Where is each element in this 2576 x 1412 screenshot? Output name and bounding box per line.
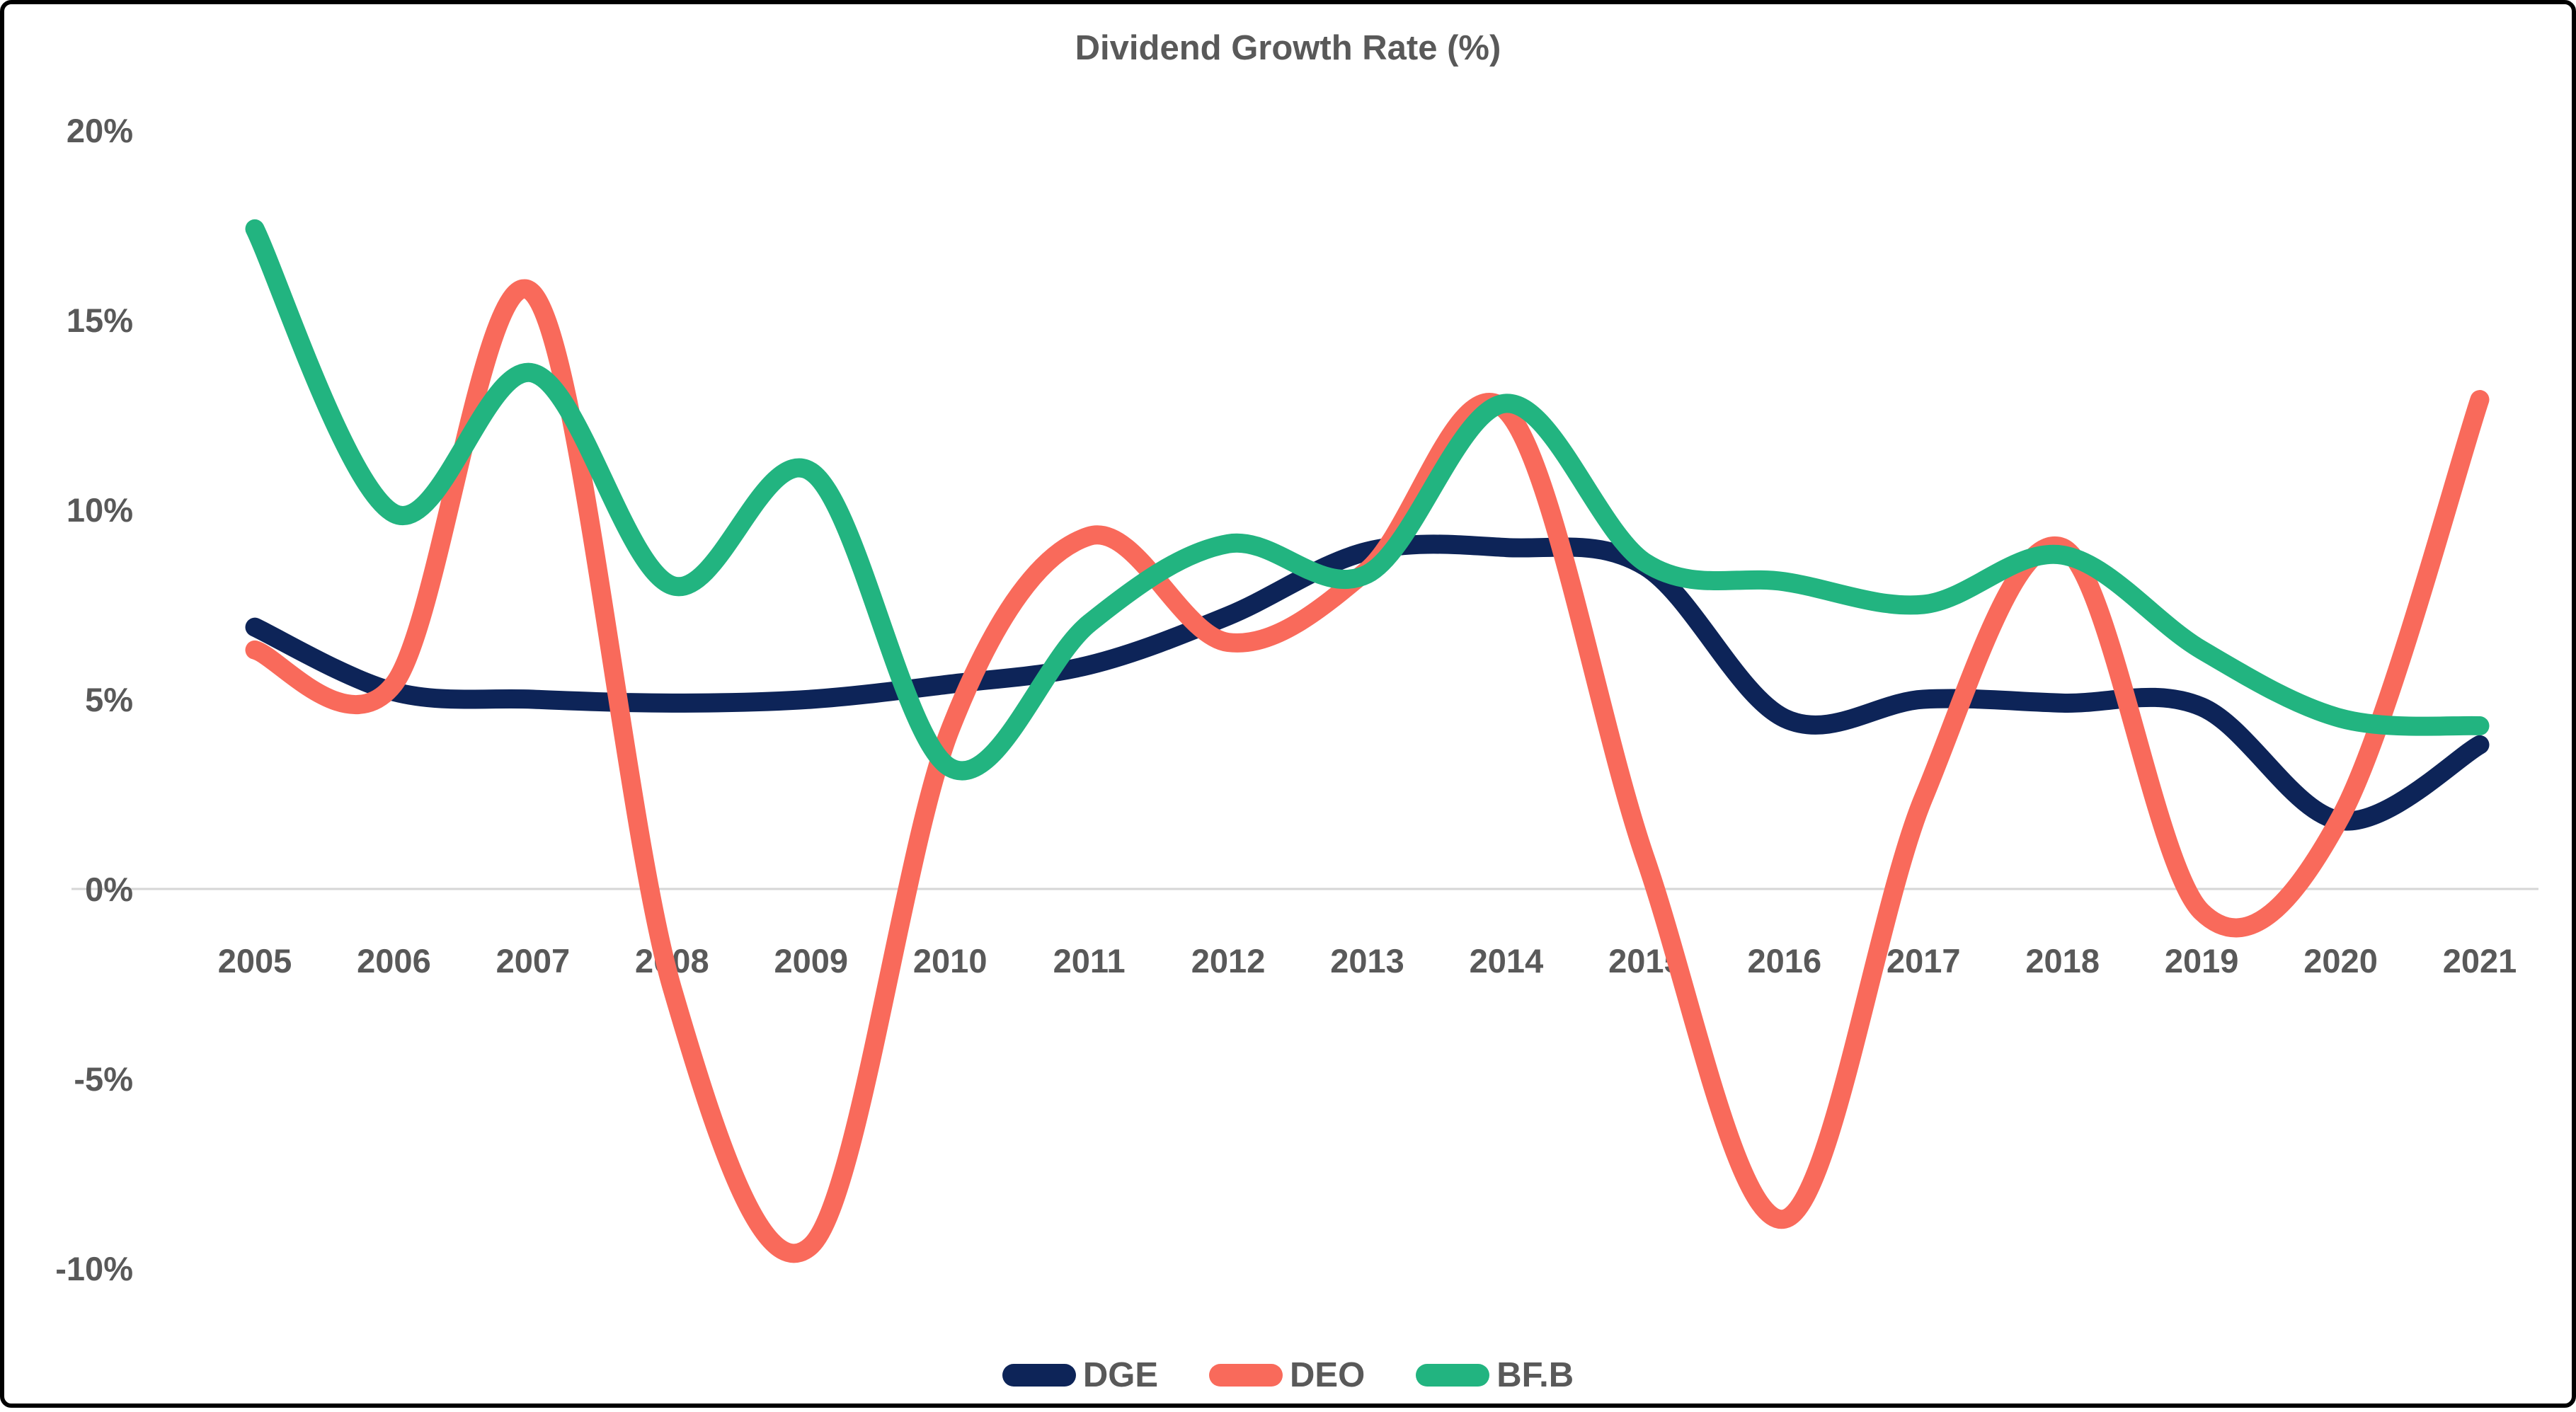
x-axis-tick-label: 2020 bbox=[2303, 942, 2378, 980]
x-axis-tick-label: 2006 bbox=[357, 942, 431, 980]
x-axis-tick-label: 2019 bbox=[2165, 942, 2239, 980]
x-axis-tick-label: 2013 bbox=[1330, 942, 1404, 980]
x-axis-tick-label: 2021 bbox=[2443, 942, 2517, 980]
x-axis-tick-label: 2014 bbox=[1470, 942, 1544, 980]
legend-label-deo: DEO bbox=[1290, 1355, 1365, 1395]
legend-item-bfb: BF.B bbox=[1416, 1355, 1574, 1395]
x-axis-tick-label: 2005 bbox=[218, 942, 292, 980]
x-axis-tick-label: 2007 bbox=[496, 942, 571, 980]
y-axis-tick-label: 20% bbox=[67, 112, 133, 149]
legend-swatch-deo bbox=[1209, 1364, 1283, 1387]
legend-item-dge: DGE bbox=[1002, 1355, 1158, 1395]
y-axis-tick-label: 5% bbox=[85, 681, 133, 718]
legend-label-dge: DGE bbox=[1083, 1355, 1158, 1395]
legend-label-bfb: BF.B bbox=[1496, 1355, 1574, 1395]
legend-swatch-bfb bbox=[1416, 1364, 1489, 1387]
x-axis-tick-label: 2009 bbox=[774, 942, 848, 980]
x-axis-tick-label: 2018 bbox=[2025, 942, 2100, 980]
x-axis-tick-label: 2010 bbox=[913, 942, 988, 980]
legend-item-deo: DEO bbox=[1209, 1355, 1365, 1395]
y-axis-tick-label: -10% bbox=[55, 1250, 133, 1287]
y-axis-tick-label: 10% bbox=[67, 491, 133, 529]
x-axis-tick-label: 2011 bbox=[1053, 942, 1126, 980]
x-axis-tick-label: 2012 bbox=[1191, 942, 1266, 980]
chart-legend: DGE DEO BF.B bbox=[4, 1355, 2572, 1395]
x-axis-tick-label: 2016 bbox=[1748, 942, 1822, 980]
x-axis-tick-label: 2017 bbox=[1887, 942, 1961, 980]
y-axis-tick-label: -5% bbox=[74, 1060, 133, 1098]
legend-swatch-dge bbox=[1002, 1364, 1076, 1387]
y-axis-tick-label: 0% bbox=[85, 871, 133, 908]
y-axis-tick-label: 15% bbox=[67, 302, 133, 339]
